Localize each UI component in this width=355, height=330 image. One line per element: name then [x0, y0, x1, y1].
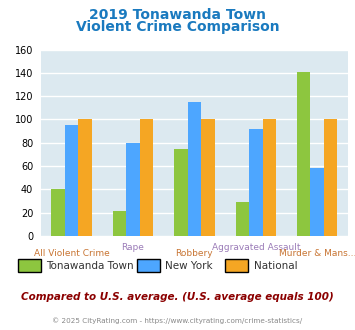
Text: Aggravated Assault: Aggravated Assault	[212, 243, 300, 251]
Bar	[126, 143, 140, 236]
Bar	[201, 119, 215, 236]
Text: Robbery: Robbery	[176, 249, 213, 258]
Text: Tonawanda Town: Tonawanda Town	[46, 261, 134, 271]
Bar	[263, 119, 276, 236]
Bar	[310, 168, 324, 236]
Text: © 2025 CityRating.com - https://www.cityrating.com/crime-statistics/: © 2025 CityRating.com - https://www.city…	[53, 317, 302, 324]
Bar	[78, 119, 92, 236]
Bar	[235, 202, 249, 236]
Text: Compared to U.S. average. (U.S. average equals 100): Compared to U.S. average. (U.S. average …	[21, 292, 334, 302]
Bar	[113, 212, 126, 236]
Text: 2019 Tonawanda Town: 2019 Tonawanda Town	[89, 8, 266, 22]
Text: National: National	[254, 261, 297, 271]
Text: Violent Crime Comparison: Violent Crime Comparison	[76, 20, 279, 34]
Bar	[187, 102, 201, 236]
Bar	[51, 189, 65, 236]
Bar	[140, 119, 153, 236]
Bar	[297, 72, 310, 236]
Bar	[249, 129, 263, 236]
Text: All Violent Crime: All Violent Crime	[34, 249, 109, 258]
Text: Murder & Mans...: Murder & Mans...	[279, 249, 355, 258]
Text: New York: New York	[165, 261, 213, 271]
Bar	[174, 148, 187, 236]
Text: Rape: Rape	[121, 243, 144, 251]
Bar	[324, 119, 338, 236]
Bar	[65, 125, 78, 236]
